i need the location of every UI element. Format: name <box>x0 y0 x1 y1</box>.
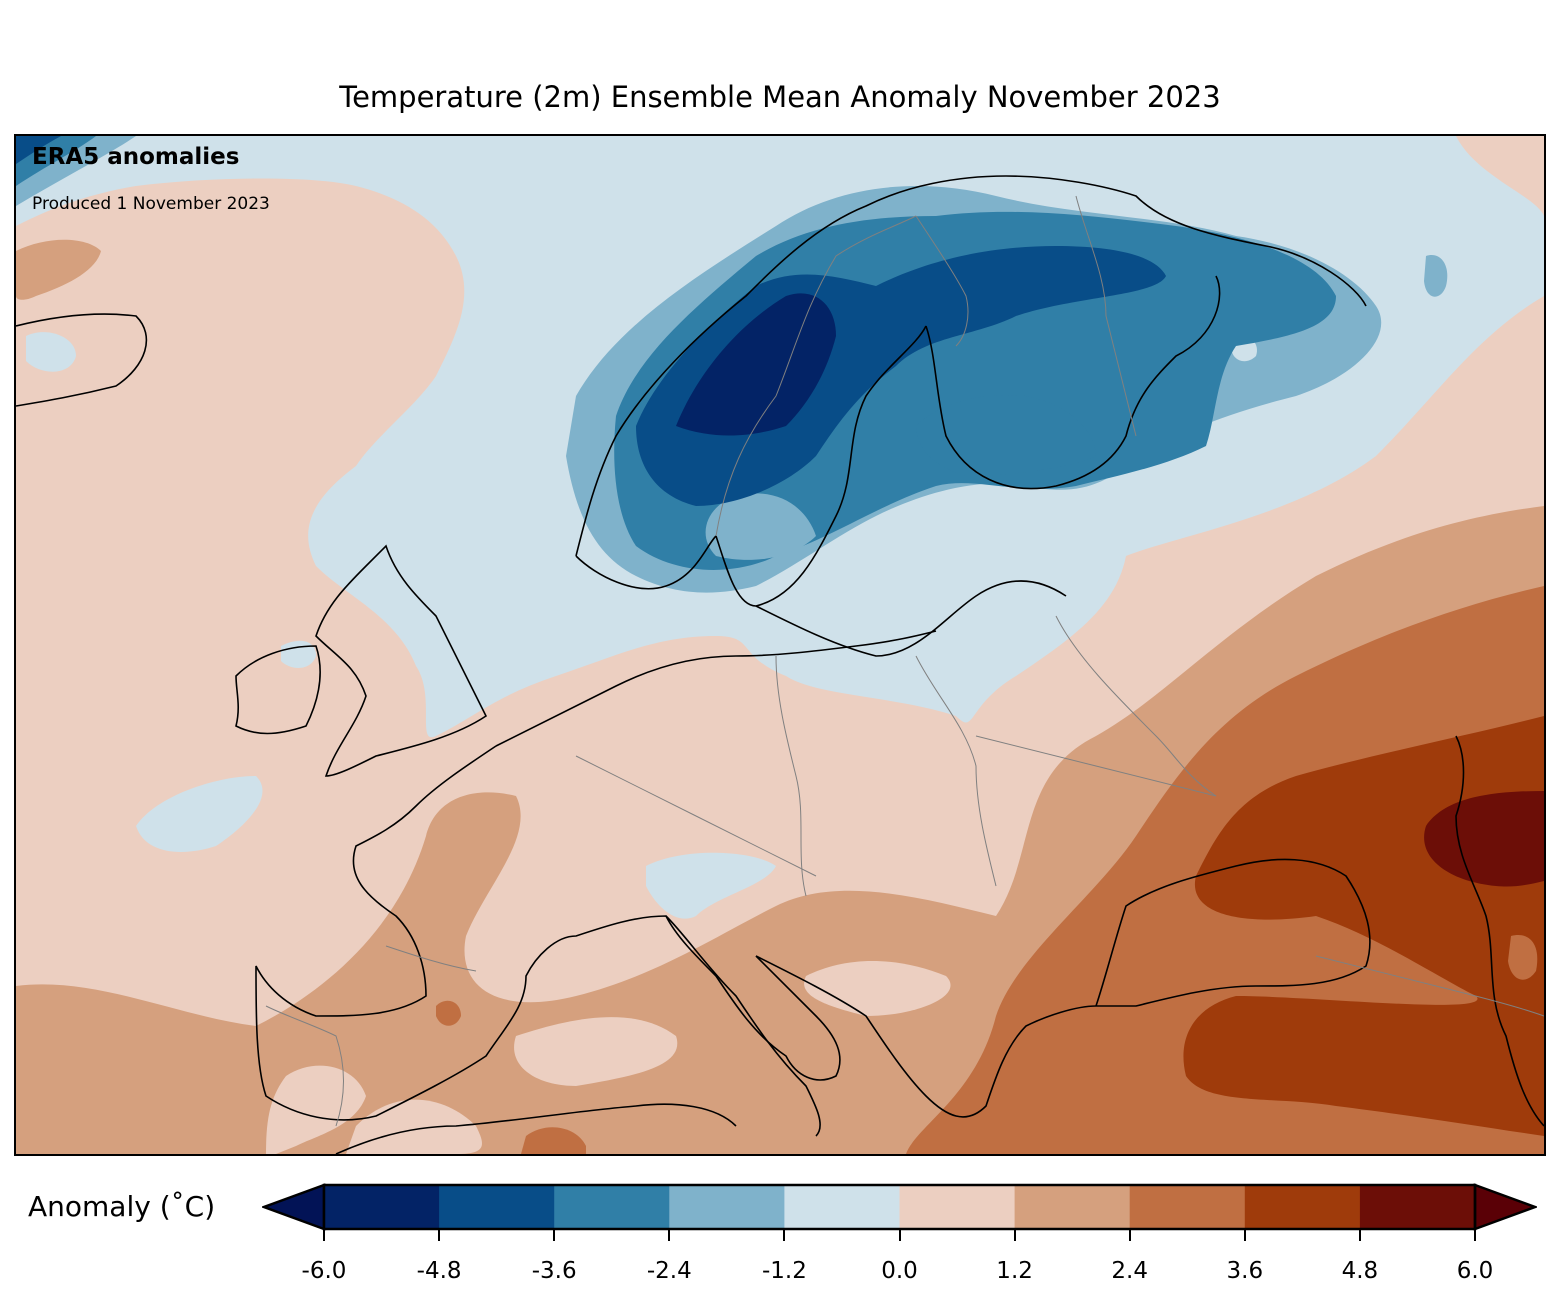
contour-spain-light <box>266 1065 366 1154</box>
contour-cold-1b <box>1424 255 1448 297</box>
contour-extreme-east <box>1424 791 1544 887</box>
colorbar-tick-mark <box>1474 1229 1476 1241</box>
colorbar-label: Anomaly (˚C) <box>28 1190 216 1223</box>
border-east-2 <box>1055 615 1217 797</box>
contour-balkan-light <box>804 961 951 1016</box>
colorbar-tick-label: -1.2 <box>761 1258 807 1284</box>
border-east-1 <box>975 735 1217 797</box>
colorbar-segment <box>1359 1185 1476 1229</box>
contour-cold-4 <box>676 293 836 436</box>
colorbar-segment <box>784 1185 900 1229</box>
produced-annotation: Produced 1 November 2023 <box>32 194 270 214</box>
colorbar-tick-label: 0.0 <box>881 1258 918 1284</box>
coast-ireland <box>235 645 321 735</box>
coast-caspian <box>1455 735 1544 1127</box>
contour-cool-atlantic <box>136 776 263 852</box>
colorbar-tick-mark <box>1243 1229 1246 1241</box>
coast-blacksea <box>1095 858 1371 1007</box>
colorbar-segment <box>669 1185 785 1229</box>
contour-italy-light <box>514 1017 678 1086</box>
colorbar-tick-label: -3.6 <box>531 1258 577 1284</box>
colorbar-tick-mark <box>323 1229 325 1241</box>
colorbar-tick-label: -4.8 <box>416 1258 462 1284</box>
border-iberia <box>265 1005 344 1127</box>
colorbar-segment <box>1244 1185 1361 1229</box>
contour-cool-ireland <box>281 640 316 668</box>
coastlines <box>16 175 1544 1154</box>
colorbar-segment <box>324 1185 440 1229</box>
colorbar-extend-over <box>1473 1183 1537 1231</box>
colorbar-tick-mark <box>553 1229 556 1241</box>
map-title: Temperature (2m) Ensemble Mean Anomaly N… <box>339 80 1221 114</box>
contour-cold-3-finland <box>916 395 1096 476</box>
contour-lightspot-caspian <box>1508 935 1538 980</box>
country-borders <box>265 195 1544 1127</box>
coast-scandinavia <box>575 175 1367 590</box>
anomaly-map: ERA5 anomalies Produced 1 November 2023 <box>14 134 1546 1156</box>
coast-italy <box>665 915 821 1137</box>
colorbar-segment <box>899 1185 1016 1229</box>
contour-africa-hot <box>521 1127 586 1154</box>
colorbar-tick-mark <box>783 1229 786 1241</box>
coast-uk <box>315 544 488 777</box>
anomaly-contours <box>16 136 1544 1154</box>
colorbar-tick-label: 4.8 <box>1341 1258 1379 1284</box>
contour-cool-alps <box>646 852 776 919</box>
coast-iceland <box>16 313 148 407</box>
coast-finland <box>925 275 1221 490</box>
border-caucasus <box>1315 955 1544 1017</box>
colorbar-extend-under <box>262 1183 326 1231</box>
coast-sweden <box>715 325 927 607</box>
colorbar-tick-label: -6.0 <box>301 1258 347 1284</box>
contour-cool-iceland <box>26 332 76 372</box>
colorbar-tick-label: 6.0 <box>1456 1258 1494 1284</box>
source-annotation: ERA5 anomalies <box>32 144 240 170</box>
colorbar-segment <box>554 1185 670 1229</box>
border-pyrenees <box>385 945 477 972</box>
colorbar-tick-label: 3.6 <box>1226 1258 1264 1284</box>
border-central-1 <box>575 755 817 877</box>
colorbar-segment <box>1129 1185 1246 1229</box>
colorbar-tick-label: 2.4 <box>1111 1258 1148 1284</box>
coast-continent <box>255 630 937 1121</box>
border-finland-russia <box>1075 195 1137 437</box>
colorbar-segment <box>1014 1185 1131 1229</box>
colorbar-tick-mark <box>668 1229 671 1241</box>
border-sweden-finland <box>915 215 969 347</box>
colorbar-tick-mark <box>1358 1229 1361 1241</box>
colorbar-tick-mark <box>1013 1229 1016 1241</box>
colorbar-tick-mark <box>438 1229 441 1241</box>
contour-nw-warm <box>16 239 101 300</box>
border-central-2 <box>775 655 807 897</box>
colorbar-tick-label: 1.2 <box>996 1258 1033 1284</box>
border-central-3 <box>915 655 997 887</box>
coast-balkans <box>755 955 1097 1118</box>
colorbar-tick-label: -2.4 <box>646 1258 692 1284</box>
contour-corner-cold3 <box>16 136 61 164</box>
colorbar-tick-mark <box>898 1229 901 1241</box>
contour-spain-hot <box>436 1000 461 1026</box>
contour-cold-2-west <box>705 493 816 560</box>
coast-baltic <box>755 580 1067 657</box>
coast-africa <box>335 1103 737 1154</box>
colorbar-segment <box>439 1185 555 1229</box>
border-norway-sweden <box>715 215 917 537</box>
colorbar-tick-mark <box>1128 1229 1131 1241</box>
colorbar <box>262 1183 1537 1231</box>
